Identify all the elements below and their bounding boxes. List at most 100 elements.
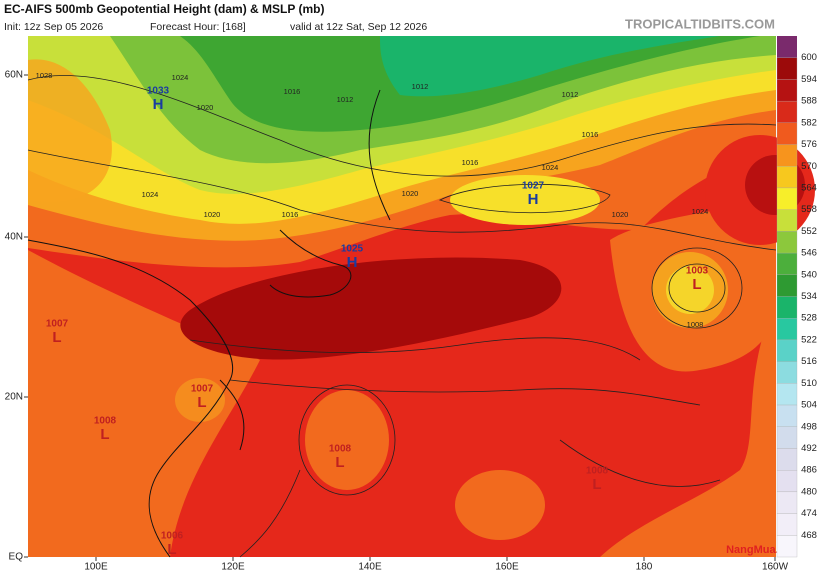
colorbar-swatch (776, 470, 798, 493)
orange-region (28, 59, 112, 202)
lat-label: 20N (5, 392, 23, 403)
colorbar-label: 534 (801, 291, 817, 302)
pressure-center: H (528, 191, 539, 208)
colorbar-swatch (776, 383, 798, 406)
dark-red-region (180, 257, 562, 360)
pressure-value: 1003 (686, 266, 709, 277)
pressure-value: 1025 (341, 244, 364, 255)
colorbar-label: 588 (801, 96, 817, 107)
colorbar-swatch (776, 209, 798, 232)
pressure-value: 1006 (161, 531, 184, 542)
lon-label: 120E (221, 562, 245, 573)
orange-region (455, 470, 545, 540)
pressure-value: 1008 (94, 416, 117, 427)
coastlines (27, 89, 391, 558)
colorbar-swatch (776, 491, 798, 514)
colorbar-label: 516 (801, 356, 817, 367)
isobar-label: 1016 (582, 130, 599, 139)
isobar-label: 1024 (172, 73, 189, 82)
colorbar-swatch (776, 426, 798, 449)
isobar-label: 1024 (542, 163, 559, 172)
pressure-value: 1033 (147, 86, 170, 97)
lat-label: EQ (9, 552, 24, 563)
generated-layer: 60N 40N 20N EQ 100E 120E 140E 160E 180 160W 600 594… (5, 36, 817, 573)
lon-label: 100E (84, 562, 108, 573)
init-time: Init: 12z Sep 05 2026 (4, 21, 103, 33)
pressure-value: 1008 (329, 444, 352, 455)
pressure-center: L (167, 541, 176, 558)
isobar-label: 1024 (142, 190, 159, 199)
pressure-center: L (100, 426, 109, 443)
colorbar-label: 528 (801, 313, 817, 324)
orange-region (175, 378, 225, 422)
colorbar-label: 468 (801, 530, 817, 541)
yellow-region (666, 266, 714, 314)
colorbar-label: 498 (801, 421, 817, 432)
pressure-value: 1007 (46, 319, 69, 330)
colorbar-swatch (776, 535, 798, 558)
colorbar-label: 510 (801, 378, 817, 389)
pressure-center: L (335, 454, 344, 471)
pressure-value: 1008 (586, 466, 609, 477)
colorbar-swatch (776, 274, 798, 297)
lat-label: 40N (5, 232, 23, 243)
colorbar-label: 486 (801, 465, 817, 476)
colorbar-swatch (776, 361, 798, 384)
colorbar-swatch (776, 448, 798, 471)
lon-label: 180 (636, 562, 653, 573)
pressure-center: L (692, 276, 701, 293)
colorbar-swatch (776, 339, 798, 362)
lon-label: 140E (358, 562, 382, 573)
colorbar-label: 480 (801, 486, 817, 497)
colorbar-label: 558 (801, 204, 817, 215)
isobar-label: 1020 (612, 210, 629, 219)
isobar-label: 1020 (204, 210, 221, 219)
pressure-value: 1007 (191, 384, 214, 395)
isobar-label: 1012 (562, 90, 579, 99)
colorbar-label: 474 (801, 508, 817, 519)
colorbar-label: 576 (801, 139, 817, 150)
colorbar-label: 546 (801, 248, 817, 259)
orange-region (28, 250, 260, 557)
isobar-label: 1012 (337, 95, 354, 104)
isobar-label: 1020 (402, 189, 419, 198)
colorbar-label: 582 (801, 117, 817, 128)
lon-label: 160W (762, 562, 789, 573)
lat-label: 60N (5, 70, 23, 81)
forecast-hour: Forecast Hour: [168] (150, 21, 246, 33)
pressure-value: 1027 (522, 181, 545, 192)
colorbar-label: 600 (801, 52, 817, 63)
lon-label: 160E (495, 562, 519, 573)
teal-band (380, 36, 720, 97)
colorbar-swatch (776, 57, 798, 80)
isobar-label: 1024 (692, 207, 709, 216)
colorbar-swatch (776, 144, 798, 167)
pressure-center: L (197, 394, 206, 411)
pressure-center: H (347, 254, 358, 271)
colorbar-swatch (776, 318, 798, 341)
isobar-label: 1016 (462, 158, 479, 167)
colorbar-label: 504 (801, 400, 817, 411)
colorbar-swatch (776, 252, 798, 275)
map-title: EC-AIFS 500mb Geopotential Height (dam) … (4, 2, 324, 16)
colorbar-swatch (776, 231, 798, 254)
isobar-label: 1020 (197, 103, 214, 112)
colorbar-swatch (777, 36, 797, 58)
colorbar-swatch (776, 187, 798, 210)
colorbar-label: 594 (801, 74, 817, 85)
colorbar-swatch (776, 100, 798, 123)
isobar-label: 1028 (36, 71, 53, 80)
colorbar-label: 492 (801, 443, 817, 454)
colorbar-swatch (776, 122, 798, 145)
isobar-label: 1016 (284, 87, 301, 96)
pressure-center: L (592, 476, 601, 493)
colorbar-swatch (776, 79, 798, 102)
colorbar-label: 570 (801, 161, 817, 172)
isobar-label: 1008 (687, 320, 704, 329)
pressure-center: H (153, 96, 164, 113)
orange-region (600, 300, 776, 557)
colorbar-swatch (776, 296, 798, 319)
pressure-center: L (52, 329, 61, 346)
